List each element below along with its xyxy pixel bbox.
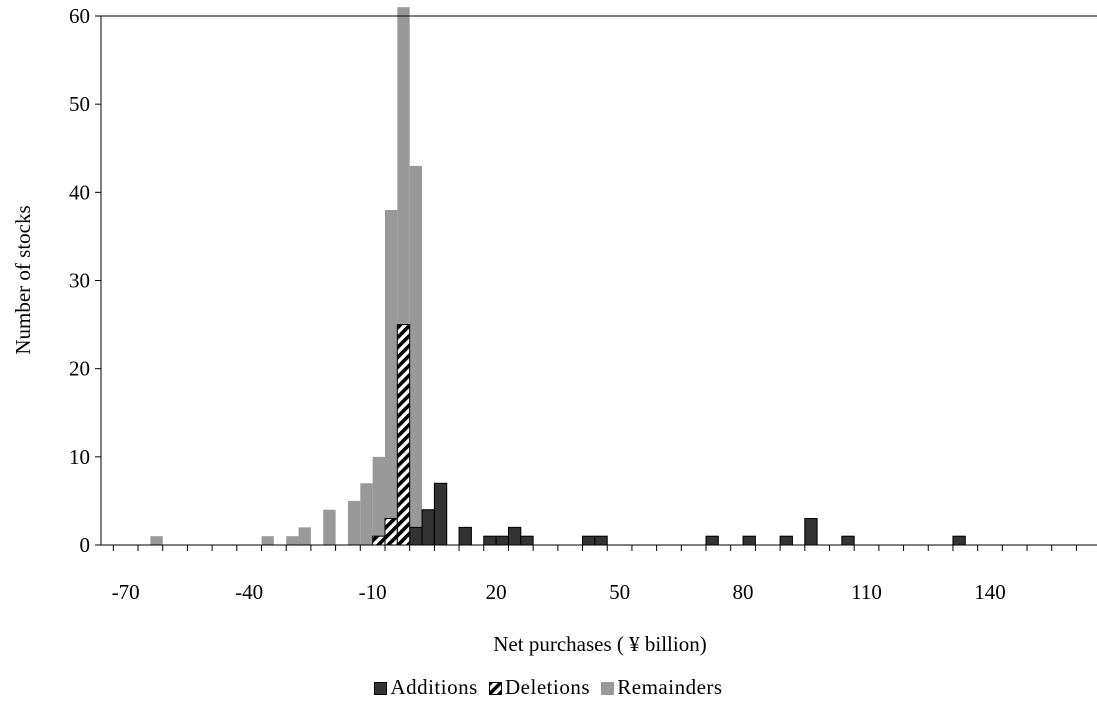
legend-swatch-remainders	[601, 681, 615, 695]
bar-additions-3	[458, 526, 472, 546]
y-tick-label: 0	[80, 533, 91, 557]
bar-remainders-8	[384, 209, 398, 545]
bar-remainders-7	[372, 456, 385, 545]
x-tick-label: -70	[112, 580, 140, 604]
axes: 0 10 20 30 40 50 60 -70 -40 -10 20 50 80 110 140	[69, 4, 1097, 604]
bar-deletions-2	[396, 324, 411, 546]
x-tick-label: 110	[851, 580, 882, 604]
x-tick-label: -40	[235, 580, 263, 604]
y-tick-label: 10	[69, 445, 90, 469]
x-axis-title: Net purchases ( ¥ billion)	[493, 632, 706, 656]
bar-deletions-1	[384, 518, 398, 546]
chart: 0 10 20 30 40 50 60 -70 -40 -10 20 50 80 110 140 Numbe…	[11, 4, 1097, 656]
bar-additions-14	[841, 535, 855, 546]
legend-item-deletions: Deletions	[489, 675, 590, 700]
x-tick-label: 20	[486, 580, 507, 604]
bar-additions-4	[483, 535, 497, 546]
bar-remainders-1	[261, 536, 274, 545]
plot-area	[150, 7, 966, 546]
bar-additions-11	[742, 535, 756, 546]
bar-additions-7	[520, 535, 534, 546]
bar-additions-13	[804, 518, 818, 546]
bar-additions-10	[705, 535, 719, 546]
bar-additions-15	[952, 535, 966, 546]
bar-remainders-6	[360, 483, 373, 545]
bar-remainders-0	[150, 536, 163, 545]
x-tick-label: 140	[974, 580, 1006, 604]
legend-item-additions: Additions	[374, 675, 477, 700]
x-tick-label: -10	[359, 580, 387, 604]
bar-deletions-0	[372, 535, 386, 546]
y-tick-label: 40	[69, 180, 90, 204]
bar-additions-0	[409, 526, 423, 546]
y-tick-label: 20	[69, 357, 90, 381]
bar-remainders-10	[409, 165, 423, 545]
legend-swatch-additions	[374, 681, 388, 695]
bar-additions-5	[495, 535, 509, 546]
legend-swatch-deletions	[489, 681, 503, 695]
legend-label-deletions: Deletions	[505, 674, 590, 699]
bar-additions-8	[582, 535, 596, 546]
legend-label-additions: Additions	[390, 674, 478, 699]
y-axis-title: Number of stocks	[11, 205, 35, 354]
legend-label-remainders: Remainders	[617, 674, 723, 699]
bar-additions-12	[779, 535, 793, 546]
bar-remainders-4	[323, 509, 336, 545]
bar-additions-9	[594, 535, 608, 546]
y-tick-label: 60	[69, 4, 90, 28]
bar-additions-6	[507, 526, 522, 546]
x-tick-label: 80	[733, 580, 754, 604]
x-tick-label: 50	[609, 580, 630, 604]
bar-remainders-2	[286, 536, 299, 545]
bar-remainders-3	[298, 527, 311, 545]
bar-additions-2	[433, 482, 448, 546]
y-tick-label: 50	[69, 92, 90, 116]
legend-item-remainders: Remainders	[601, 675, 722, 700]
bar-additions-1	[421, 509, 435, 546]
legend: Additions Deletions Remainders	[0, 673, 1097, 700]
bar-remainders-5	[347, 500, 361, 545]
y-tick-label: 30	[69, 269, 90, 293]
